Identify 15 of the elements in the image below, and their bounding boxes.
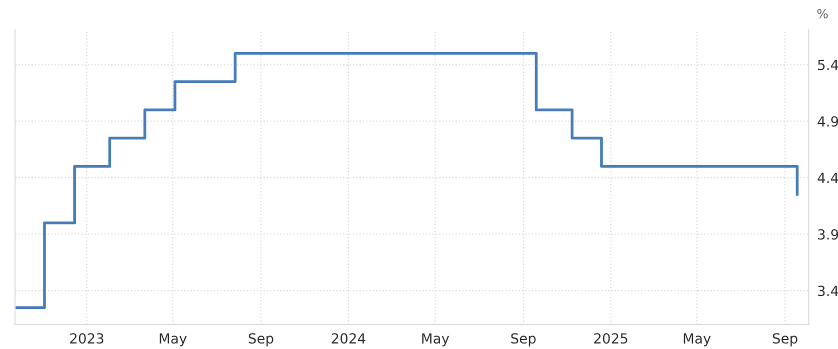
- x-tick-label: Sep: [511, 333, 536, 346]
- x-tick-label: May: [160, 333, 187, 346]
- x-tick-label: 2025: [594, 333, 628, 344]
- x-tick-label: May: [422, 333, 450, 346]
- y-tick-label: 3.4: [818, 286, 838, 296]
- y-tick-label: 4.4: [818, 172, 838, 183]
- x-tick-label: Sep: [772, 333, 798, 346]
- y-tick-label: 4.9: [818, 116, 838, 127]
- x-tick-label: 2023: [70, 333, 104, 344]
- y-tick-label: 5.4: [818, 60, 838, 70]
- x-tick-label: May: [684, 333, 711, 346]
- y-tick-label: 3.9: [818, 229, 838, 240]
- x-tick-label: 2024: [332, 333, 366, 344]
- x-tick-label: Sep: [248, 333, 274, 346]
- y-axis-title: %: [817, 8, 828, 18]
